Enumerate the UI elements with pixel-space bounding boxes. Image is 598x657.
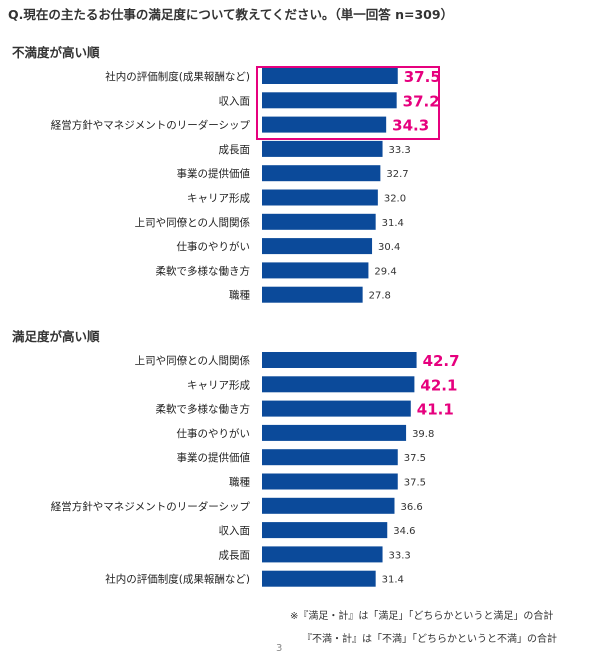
bar — [262, 400, 411, 417]
note-dissatisfied-total: 『不満・計』は「不満」「どちらかというと不満」の合計 — [302, 634, 557, 645]
value-label: 39.8 — [412, 429, 434, 440]
bar — [262, 262, 369, 279]
category-label: 仕事のやりがい — [177, 240, 251, 253]
category-label: 職種 — [229, 476, 250, 489]
note-satisfied-total: ※『満足・計』は「満足」「どちらかというと満足」の合計 — [290, 611, 554, 622]
question-title: Q.現在の主たるお仕事の満足度について教えてください。（単一回答 n=309） — [8, 7, 454, 22]
category-label: 仕事のやりがい — [177, 427, 251, 440]
highlighted-value-label: 37.2 — [403, 92, 440, 110]
category-label: 柔軟で多様な働き方 — [156, 264, 251, 277]
page-number: 3 — [276, 643, 283, 654]
bar — [262, 213, 376, 230]
value-label: 31.4 — [382, 575, 404, 586]
bar — [262, 165, 381, 182]
value-label: 27.8 — [369, 291, 391, 302]
category-label: 職種 — [229, 289, 250, 302]
category-label: 上司や同僚との人間関係 — [135, 216, 250, 229]
value-label: 34.6 — [393, 526, 415, 537]
value-label: 32.7 — [386, 169, 408, 180]
bar — [262, 140, 383, 157]
category-label: 事業の提供価値 — [177, 167, 251, 180]
bar — [262, 473, 398, 490]
highlighted-value-label: 34.3 — [392, 117, 429, 135]
bar — [262, 92, 397, 109]
category-label: 収入面 — [219, 95, 251, 107]
category-label: 収入面 — [219, 525, 251, 537]
value-label: 29.4 — [374, 266, 396, 277]
bar — [262, 546, 383, 563]
highlighted-value-label: 41.1 — [417, 401, 454, 419]
category-label: 上司や同僚との人間関係 — [135, 354, 250, 367]
top3-highlight-box — [256, 66, 440, 140]
dissatisfaction-bar-chart: 社内の評価制度(成果報酬など) 37.5 収入面 37.2 経営方針やマネジメントのリー… — [51, 68, 441, 303]
bar — [262, 68, 398, 84]
category-label: 社内の評価制度(成果報酬など) — [105, 573, 250, 586]
bar — [262, 189, 378, 206]
bar — [262, 449, 398, 466]
category-label: 経営方針やマネジメントのリーダーシップ — [51, 500, 251, 513]
bar — [262, 238, 373, 255]
category-label: 経営方針やマネジメントのリーダーシップ — [51, 119, 251, 132]
bar — [262, 424, 407, 441]
category-label: 成長面 — [219, 144, 251, 156]
bar — [262, 286, 363, 303]
bar — [262, 570, 376, 587]
value-label: 37.5 — [404, 453, 426, 464]
bar — [262, 497, 395, 514]
bar — [262, 376, 415, 393]
value-label: 30.4 — [378, 242, 400, 253]
highlighted-value-label: 37.5 — [404, 68, 441, 86]
category-label: 事業の提供価値 — [177, 451, 251, 464]
value-label: 33.3 — [389, 550, 411, 561]
category-label: 柔軟で多様な働き方 — [156, 403, 251, 416]
category-label: 社内の評価制度(成果報酬など) — [105, 70, 250, 83]
satisfaction-bar-chart: 上司や同僚との人間関係 42.7 キャリア形成 42.1 柔軟で多様な働き方 41.1 仕事… — [51, 352, 460, 587]
category-label: キャリア形成 — [187, 379, 250, 391]
highlighted-value-label: 42.7 — [423, 352, 460, 370]
section-title-dissatisfied: 不満度が高い順 — [12, 45, 100, 60]
highlighted-value-label: 42.1 — [420, 376, 457, 394]
value-label: 36.6 — [400, 502, 422, 513]
bar — [262, 352, 417, 368]
bar — [262, 116, 387, 133]
value-label: 31.4 — [382, 218, 404, 229]
category-label: 成長面 — [219, 549, 251, 561]
value-label: 37.5 — [404, 478, 426, 489]
value-label: 32.0 — [384, 194, 406, 205]
bar — [262, 522, 388, 539]
category-label: キャリア形成 — [187, 193, 250, 205]
section-title-satisfied: 満足度が高い順 — [12, 329, 100, 344]
value-label: 33.3 — [389, 145, 411, 156]
